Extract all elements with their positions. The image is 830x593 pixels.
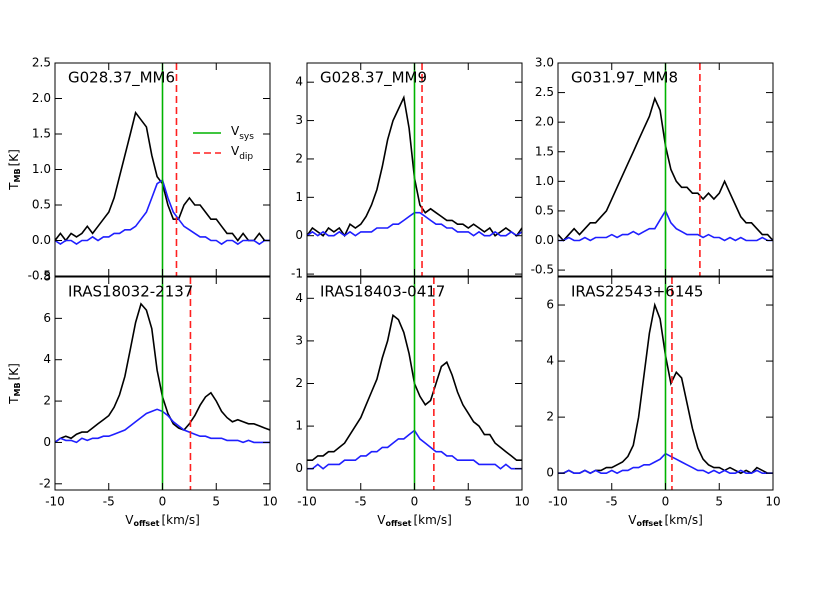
y-tick-label: 2.5 bbox=[32, 56, 51, 70]
label-sub: offset bbox=[385, 519, 411, 528]
y-tick-label: 4 bbox=[295, 75, 303, 89]
y-tick-label: 8 bbox=[43, 270, 51, 284]
y-tick-label: 1 bbox=[295, 190, 303, 204]
x-tick-label: 5 bbox=[715, 495, 723, 509]
x-tick-label: 10 bbox=[262, 495, 277, 509]
y-tick-label: 2 bbox=[295, 151, 303, 165]
y-tick-label: -1 bbox=[291, 267, 303, 281]
y-tick-label: 0.0 bbox=[32, 233, 51, 247]
panel: -10 -5 0 5 10 0 2 4 6 IRAS22543+6145 Voffset [km/s] bbox=[546, 276, 781, 528]
label-unit: [K] bbox=[7, 363, 21, 380]
legend-sub: dip bbox=[239, 152, 253, 162]
panel-title: G028.37_MM9 bbox=[320, 69, 427, 88]
y-tick-label: 0.5 bbox=[32, 198, 51, 212]
y-tick-label: 2 bbox=[295, 376, 303, 390]
panel-title: IRAS22543+6145 bbox=[571, 283, 703, 301]
y-tick-label: -0.5 bbox=[531, 263, 554, 277]
panel-title: IRAS18032-2137 bbox=[68, 283, 193, 301]
label-main: T bbox=[7, 182, 21, 191]
x-tick-label: -5 bbox=[355, 495, 367, 509]
y-tick-label: 3 bbox=[295, 113, 303, 127]
panel: -0.5 0.0 0.5 1.0 1.5 2.0 2.5 3.0 G031.97_MM8 bbox=[531, 56, 774, 277]
label-sub: offset bbox=[133, 519, 159, 528]
y-tick-label: 4 bbox=[43, 352, 51, 366]
y-tick-label: 6 bbox=[546, 298, 554, 312]
panel: -10 -5 0 5 10 -2 0 2 4 6 8 IRAS18032-2137 TMB [K] Voff… bbox=[7, 270, 278, 528]
x-tick-label: 5 bbox=[464, 495, 472, 509]
y-tick-label: 2.0 bbox=[535, 115, 554, 129]
label-main: V bbox=[125, 513, 134, 527]
y-tick-label: 0.5 bbox=[535, 203, 554, 217]
panel: -10 -5 0 5 10 0 1 2 3 4 IRAS18403-0417 Voffset [km/s… bbox=[295, 276, 530, 528]
y-tick-label: 3 bbox=[295, 333, 303, 347]
axis-label: TMB [K] bbox=[7, 149, 22, 191]
label-unit: [km/s] bbox=[664, 513, 702, 527]
legend-label: Vsys bbox=[231, 124, 254, 142]
y-tick-label: 1.0 bbox=[32, 162, 51, 176]
label-main: V bbox=[377, 513, 386, 527]
y-tick-label: -2 bbox=[39, 476, 51, 490]
y-tick-label: 0 bbox=[295, 461, 303, 475]
y-tick-label: 4 bbox=[295, 291, 303, 305]
y-tick-label: 0 bbox=[295, 228, 303, 242]
x-tick-label: -5 bbox=[606, 495, 618, 509]
label-unit: [km/s] bbox=[413, 513, 451, 527]
y-tick-label: 1 bbox=[295, 419, 303, 433]
label-sub: MB bbox=[13, 382, 22, 396]
axis-label: TMB [K] bbox=[7, 363, 22, 405]
y-tick-label: 3.0 bbox=[535, 56, 554, 70]
label-unit: [K] bbox=[7, 149, 21, 166]
panel-title: G028.37_MM6 bbox=[68, 69, 175, 88]
axis-label: Voffset [km/s] bbox=[377, 513, 452, 528]
y-tick-label: 2.5 bbox=[535, 85, 554, 99]
y-tick-label: 1.5 bbox=[535, 144, 554, 158]
y-tick-label: 4 bbox=[546, 354, 554, 368]
y-tick-label: 6 bbox=[43, 311, 51, 325]
label-main: V bbox=[628, 513, 637, 527]
label-unit: [km/s] bbox=[161, 513, 199, 527]
label-sub: MB bbox=[13, 168, 22, 182]
panel: -0.5 0.0 0.5 1.0 1.5 2.0 2.5 G028.37_MM6 TMB [K] V… bbox=[7, 56, 271, 283]
y-tick-label: 1.5 bbox=[32, 127, 51, 141]
label-main: T bbox=[7, 396, 21, 405]
legend-label: Vdip bbox=[231, 144, 253, 162]
x-tick-label: 0 bbox=[411, 495, 419, 509]
legend-main: V bbox=[231, 144, 240, 158]
x-tick-label: 10 bbox=[765, 495, 780, 509]
x-tick-label: 0 bbox=[662, 495, 670, 509]
x-tick-label: -10 bbox=[548, 495, 568, 509]
axis-label: Voffset [km/s] bbox=[628, 513, 703, 528]
panel-title: G031.97_MM8 bbox=[571, 69, 678, 88]
x-tick-label: -10 bbox=[45, 495, 65, 509]
y-tick-label: 2.0 bbox=[32, 91, 51, 105]
x-tick-label: -5 bbox=[103, 495, 115, 509]
x-tick-label: -10 bbox=[297, 495, 317, 509]
legend-main: V bbox=[231, 124, 240, 138]
x-tick-label: 5 bbox=[212, 495, 220, 509]
y-tick-label: 0 bbox=[43, 435, 51, 449]
x-tick-label: 10 bbox=[514, 495, 529, 509]
label-sub: offset bbox=[636, 519, 662, 528]
panel: -1 0 1 2 3 4 G028.37_MM9 bbox=[291, 62, 523, 281]
y-tick-label: 2 bbox=[43, 394, 51, 408]
panel-title: IRAS18403-0417 bbox=[320, 283, 445, 301]
y-tick-label: 0.0 bbox=[535, 233, 554, 247]
y-tick-label: 0 bbox=[546, 466, 554, 480]
y-tick-label: -0.5 bbox=[28, 269, 51, 283]
x-tick-label: 0 bbox=[159, 495, 167, 509]
y-tick-label: 2 bbox=[546, 410, 554, 424]
legend-sub: sys bbox=[239, 132, 254, 142]
axis-label: Voffset [km/s] bbox=[125, 513, 200, 528]
y-tick-label: 1.0 bbox=[535, 174, 554, 188]
